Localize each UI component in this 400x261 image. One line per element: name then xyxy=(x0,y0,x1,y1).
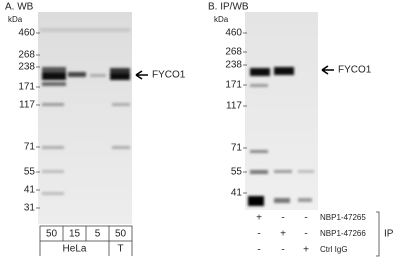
method-label: IP xyxy=(384,229,394,240)
marker-label: 71 xyxy=(24,142,36,153)
marker-label: 238 xyxy=(18,62,35,73)
lane-table-a xyxy=(39,225,133,256)
marker-label: 117 xyxy=(226,101,242,112)
marker-label: 460 xyxy=(225,28,242,39)
condition-sign: - xyxy=(281,245,284,256)
condition-sign: - xyxy=(304,213,307,224)
marker-label: 55 xyxy=(231,167,243,178)
condition-name: NBP1-47266 xyxy=(320,229,366,238)
unit-label: kDa xyxy=(8,15,23,24)
lane-label: 15 xyxy=(69,229,81,240)
condition-sign: - xyxy=(257,229,260,240)
marker-label: 117 xyxy=(19,100,35,111)
marker-label: 268 xyxy=(18,50,35,61)
condition-sign: + xyxy=(256,213,262,224)
unit-label: kDa xyxy=(214,15,229,24)
marker-label: 55 xyxy=(24,167,36,178)
condition-sign: + xyxy=(303,245,309,256)
panel-label: A. WB xyxy=(5,2,34,13)
marker-label: 238 xyxy=(225,60,242,71)
condition-sign: - xyxy=(281,213,284,224)
lane-label: 50 xyxy=(46,229,58,240)
target-label: FYCO1 xyxy=(338,65,372,76)
lane-label: 50 xyxy=(115,229,127,240)
blot-b xyxy=(245,12,318,210)
lane-label: 5 xyxy=(95,229,101,240)
condition-name: NBP1-47265 xyxy=(320,213,366,222)
arrow-a xyxy=(135,70,148,80)
marker-label: 41 xyxy=(24,185,36,196)
marker-label: 268 xyxy=(225,47,242,58)
panel-label: B. IP/WB xyxy=(208,2,249,13)
group-label: HeLa xyxy=(63,244,87,255)
group-label: T xyxy=(117,244,123,255)
marker-label: 71 xyxy=(231,143,243,154)
marker-label: 171 xyxy=(18,82,35,93)
marker-label: 460 xyxy=(18,28,35,39)
marker-label: 171 xyxy=(225,80,242,91)
condition-sign: - xyxy=(257,245,260,256)
blot-a xyxy=(38,12,132,224)
marker-label: 31 xyxy=(24,203,36,214)
condition-sign: - xyxy=(304,229,307,240)
arrow-b xyxy=(321,65,334,75)
condition-name: Ctrl IgG xyxy=(320,245,348,254)
target-label: FYCO1 xyxy=(152,70,186,81)
marker-label: 41 xyxy=(231,188,243,199)
ip-bracket xyxy=(376,211,380,257)
condition-sign: + xyxy=(280,229,286,240)
